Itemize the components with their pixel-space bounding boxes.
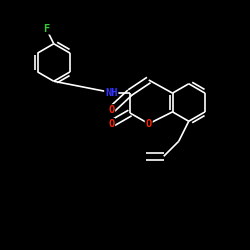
Text: O: O xyxy=(108,119,114,129)
Text: O: O xyxy=(108,105,114,115)
Text: O: O xyxy=(146,119,152,129)
Text: F: F xyxy=(43,24,50,34)
Text: NH: NH xyxy=(105,88,118,98)
